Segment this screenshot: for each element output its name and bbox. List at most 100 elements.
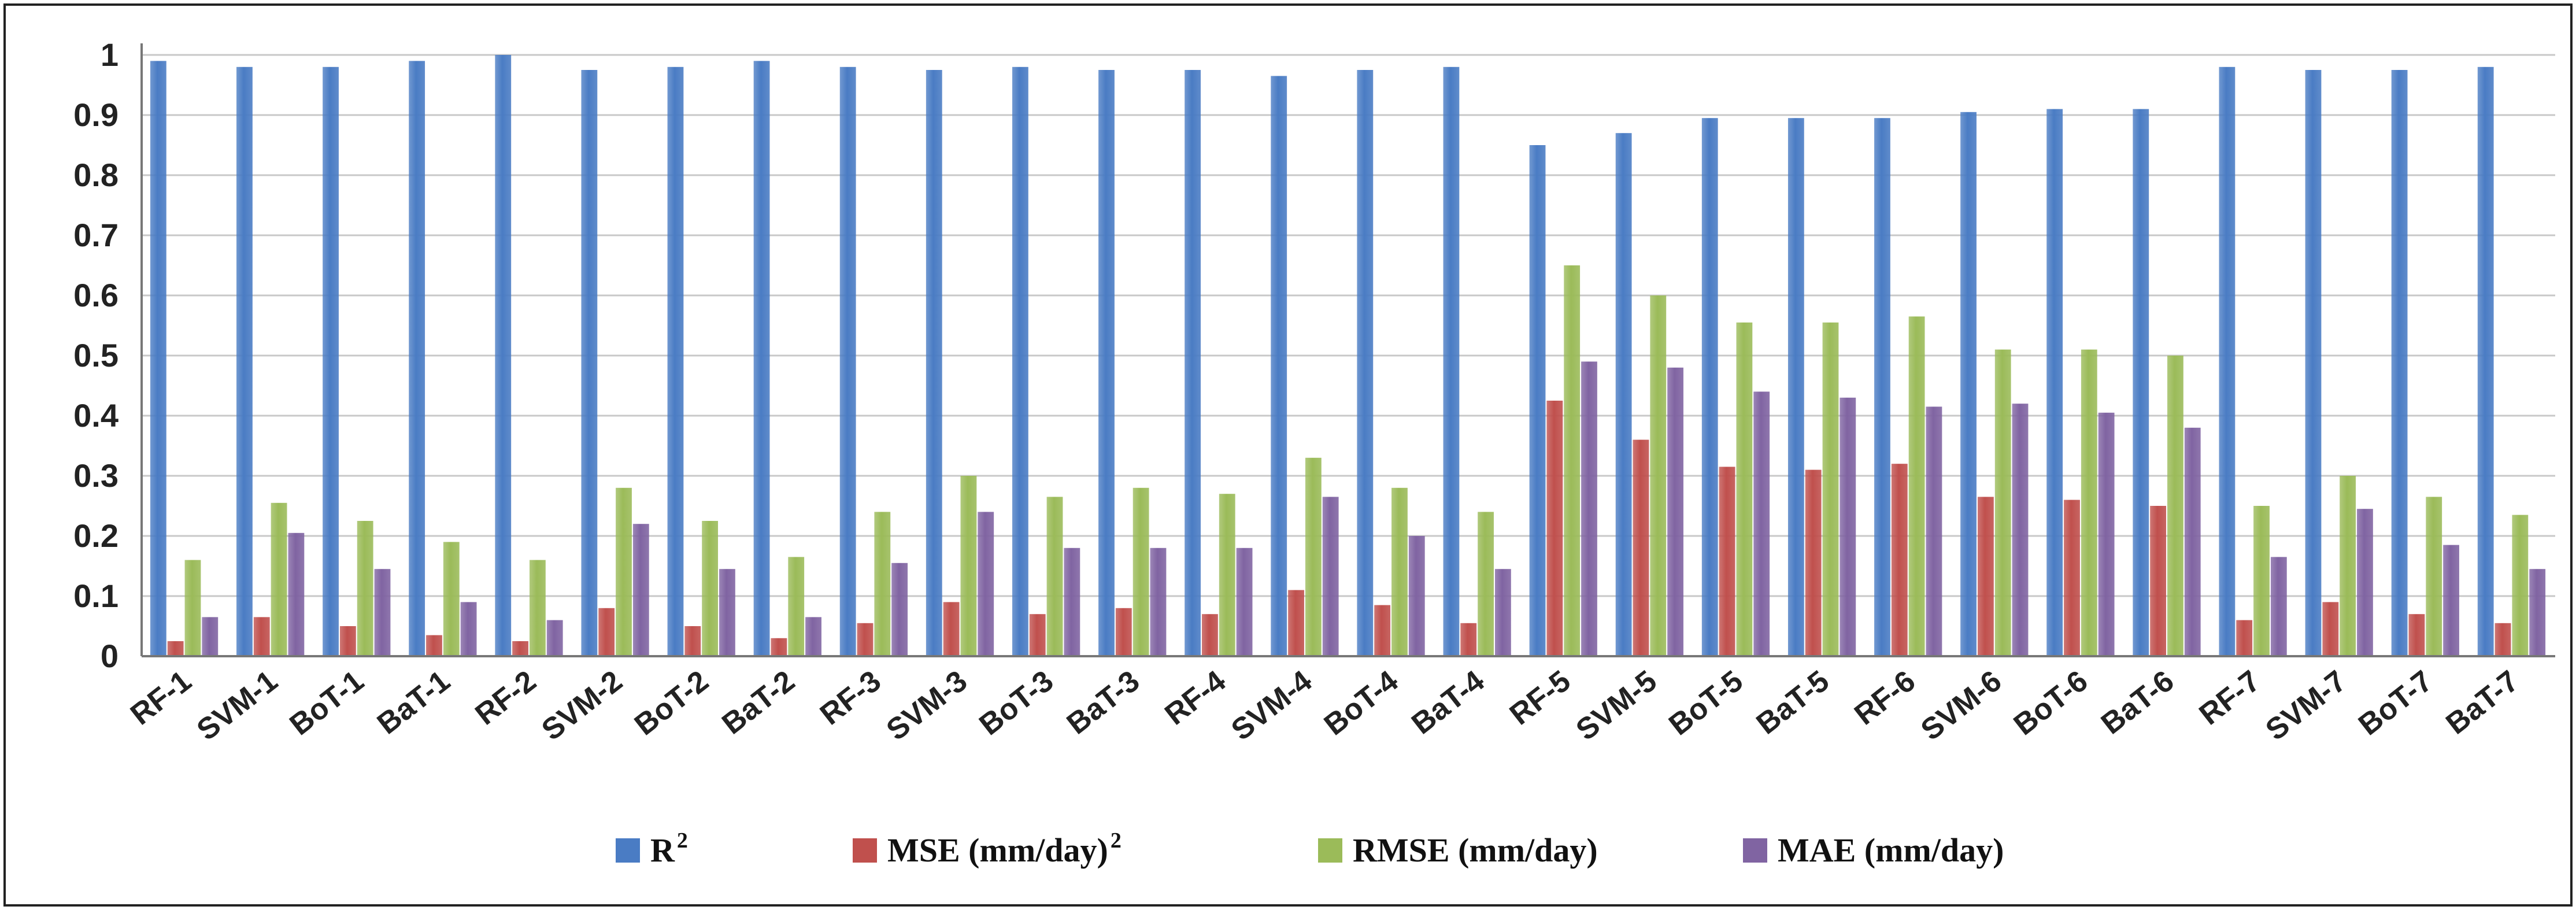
legend-label: RMSE (mm/day) [1353, 831, 1598, 869]
bar [857, 623, 874, 656]
legend-swatch [616, 838, 640, 863]
bar [1288, 590, 1304, 656]
bar [684, 626, 701, 656]
bar [2150, 506, 2167, 656]
bar [546, 620, 563, 656]
bar [1478, 512, 1494, 656]
bar [2046, 109, 2063, 657]
bar [598, 608, 615, 656]
bar [1029, 614, 1046, 656]
bar [2219, 66, 2236, 657]
bar [1150, 548, 1167, 656]
bar [460, 602, 477, 656]
axes [140, 43, 2555, 657]
bar [978, 512, 994, 656]
legend-superscript: 2 [677, 828, 688, 853]
bar [2477, 66, 2494, 657]
bar [581, 70, 598, 656]
bar [1581, 361, 1597, 656]
bar [1236, 548, 1253, 656]
bar [839, 66, 856, 657]
bar [1219, 494, 1235, 656]
bar [1374, 605, 1391, 656]
bar [2081, 349, 2097, 656]
bar [753, 61, 770, 656]
bar [529, 560, 546, 656]
bar [1615, 133, 1632, 656]
bar [1787, 118, 1804, 656]
bar [2340, 476, 2356, 656]
y-tick-label: 0 [101, 638, 119, 674]
bar [2426, 497, 2442, 656]
bar [960, 476, 977, 656]
bar [2184, 427, 2201, 656]
bar [891, 563, 908, 656]
legend-label: R [650, 831, 675, 869]
bar [1115, 608, 1132, 656]
bar [1926, 406, 1942, 656]
bar [1202, 614, 1218, 656]
bar [2167, 356, 2183, 656]
y-tick-label: 0.3 [73, 457, 119, 494]
bar [2529, 569, 2546, 656]
bar [1822, 322, 1839, 656]
bar [2322, 602, 2339, 656]
bar [443, 542, 460, 656]
bar [409, 61, 425, 656]
bar [719, 569, 735, 656]
bar [150, 61, 166, 656]
bar [2391, 70, 2408, 656]
bar [167, 641, 184, 656]
bar [1408, 536, 1425, 656]
bar [426, 635, 442, 656]
bar [874, 512, 891, 656]
bar [632, 524, 649, 656]
legend: R 2 MSE (mm/day) 2 RMSE (mm/day) MAE (mm/day) [616, 828, 2004, 869]
bar [667, 66, 684, 657]
y-tick-label: 1 [101, 36, 119, 73]
bar [1529, 145, 1546, 656]
y-tick-label: 0.7 [73, 217, 119, 253]
bar [374, 569, 391, 656]
bar [2357, 509, 2373, 656]
bar [1098, 70, 1115, 656]
bar [495, 55, 512, 656]
bar [1960, 112, 1977, 657]
bar [2270, 557, 2287, 656]
bar [271, 502, 287, 656]
bar [926, 70, 942, 656]
bar [2012, 404, 2029, 656]
bar [1633, 439, 1649, 656]
y-tick-label: 0.2 [73, 517, 119, 554]
bar [1460, 623, 1477, 656]
bar [202, 617, 219, 656]
bar [1977, 497, 1994, 656]
bar [616, 487, 632, 656]
bar [512, 641, 528, 656]
bar [1064, 548, 1080, 656]
bar [1805, 469, 1822, 656]
bar [1650, 295, 1667, 656]
legend-swatch [1743, 838, 1767, 863]
bar [1564, 265, 1581, 656]
legend-swatch [853, 838, 877, 863]
bar [1132, 487, 1149, 656]
bar [2512, 515, 2529, 656]
bar [1840, 397, 1856, 656]
bar [943, 602, 960, 656]
bar [1271, 76, 1287, 656]
bar [2236, 620, 2253, 656]
bar [2064, 500, 2080, 656]
bar [2408, 614, 2425, 656]
y-tick-label: 0.5 [73, 337, 119, 373]
bar [1546, 401, 1563, 656]
y-tick-label: 0.9 [73, 97, 119, 133]
y-tick-label: 0.6 [73, 277, 119, 313]
bar [805, 617, 821, 656]
bar [2494, 623, 2511, 656]
bars [150, 55, 2546, 657]
bar [184, 560, 201, 656]
bar [357, 521, 373, 656]
